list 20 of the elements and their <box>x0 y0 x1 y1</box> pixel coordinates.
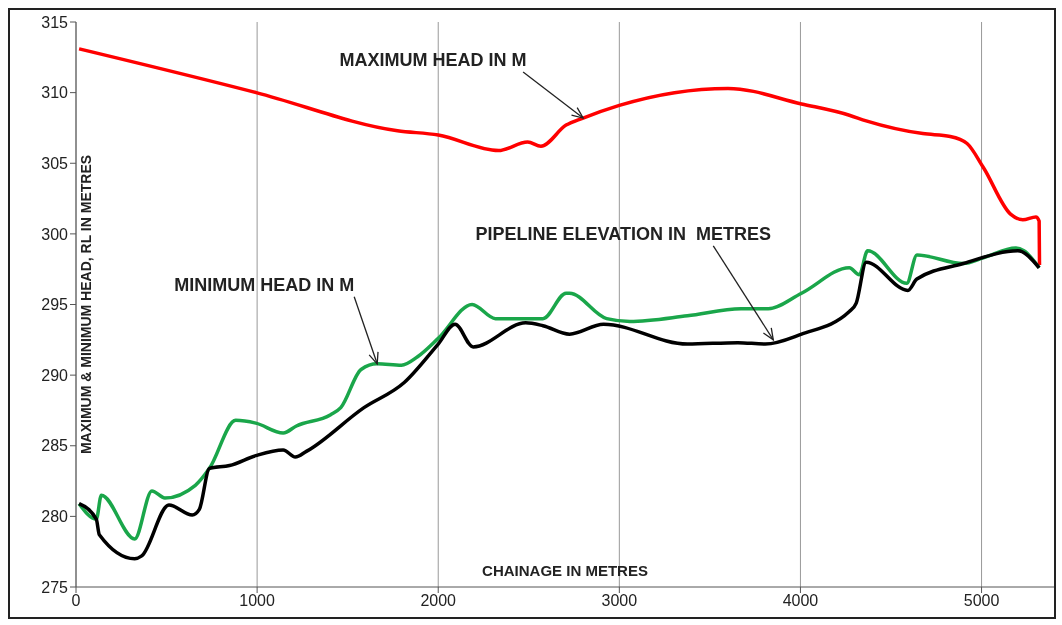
y-tick-label: 275 <box>41 578 69 596</box>
y-tick-label: 315 <box>41 13 69 31</box>
x-tick-label: 5000 <box>963 592 1000 610</box>
y-tick-label: 290 <box>41 366 69 384</box>
x-tick-label: 0 <box>71 592 81 610</box>
annotation: PIPELINE ELEVATION IN METRES <box>475 223 771 244</box>
x-axis-title: CHAINAGE IN METRES <box>482 561 648 579</box>
y-tick-label: 280 <box>41 508 69 526</box>
annotation: MINIMUM HEAD IN M <box>174 274 355 295</box>
y-tick-label: 310 <box>41 84 69 102</box>
annotation: MAXIMUM HEAD IN M <box>339 50 527 71</box>
x-tick-label: 3000 <box>601 592 638 610</box>
x-tick-label: 4000 <box>782 592 819 610</box>
x-tick-label: 2000 <box>420 592 457 610</box>
y-tick-label: 285 <box>41 437 69 455</box>
x-tick-label: 1000 <box>239 592 276 610</box>
y-tick-label: 300 <box>41 225 69 243</box>
y-tick-label: 305 <box>41 154 69 172</box>
y-axis-title: MAXIMUM & MINIMUM HEAD, RL IN METRES <box>77 154 94 455</box>
y-tick-label: 295 <box>41 296 69 314</box>
